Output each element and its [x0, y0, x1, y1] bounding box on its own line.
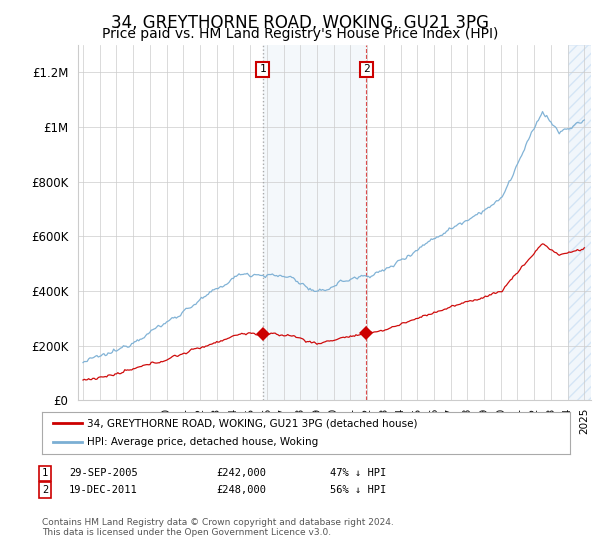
Text: 29-SEP-2005: 29-SEP-2005	[69, 468, 138, 478]
Text: 47% ↓ HPI: 47% ↓ HPI	[330, 468, 386, 478]
Text: 19-DEC-2011: 19-DEC-2011	[69, 485, 138, 495]
Text: 1: 1	[42, 468, 48, 478]
Text: Contains HM Land Registry data © Crown copyright and database right 2024.
This d: Contains HM Land Registry data © Crown c…	[42, 518, 394, 538]
Text: 34, GREYTHORNE ROAD, WOKING, GU21 3PG: 34, GREYTHORNE ROAD, WOKING, GU21 3PG	[111, 14, 489, 32]
Text: 34, GREYTHORNE ROAD, WOKING, GU21 3PG (detached house): 34, GREYTHORNE ROAD, WOKING, GU21 3PG (d…	[87, 418, 418, 428]
Text: 1: 1	[259, 64, 266, 74]
Text: 56% ↓ HPI: 56% ↓ HPI	[330, 485, 386, 495]
Text: £242,000: £242,000	[216, 468, 266, 478]
Text: £248,000: £248,000	[216, 485, 266, 495]
Text: 2: 2	[42, 485, 48, 495]
Text: Price paid vs. HM Land Registry's House Price Index (HPI): Price paid vs. HM Land Registry's House …	[102, 27, 498, 41]
Text: 2: 2	[363, 64, 370, 74]
Text: HPI: Average price, detached house, Woking: HPI: Average price, detached house, Woki…	[87, 437, 318, 447]
Bar	[263, 45, 367, 400]
Bar	[568, 45, 593, 400]
